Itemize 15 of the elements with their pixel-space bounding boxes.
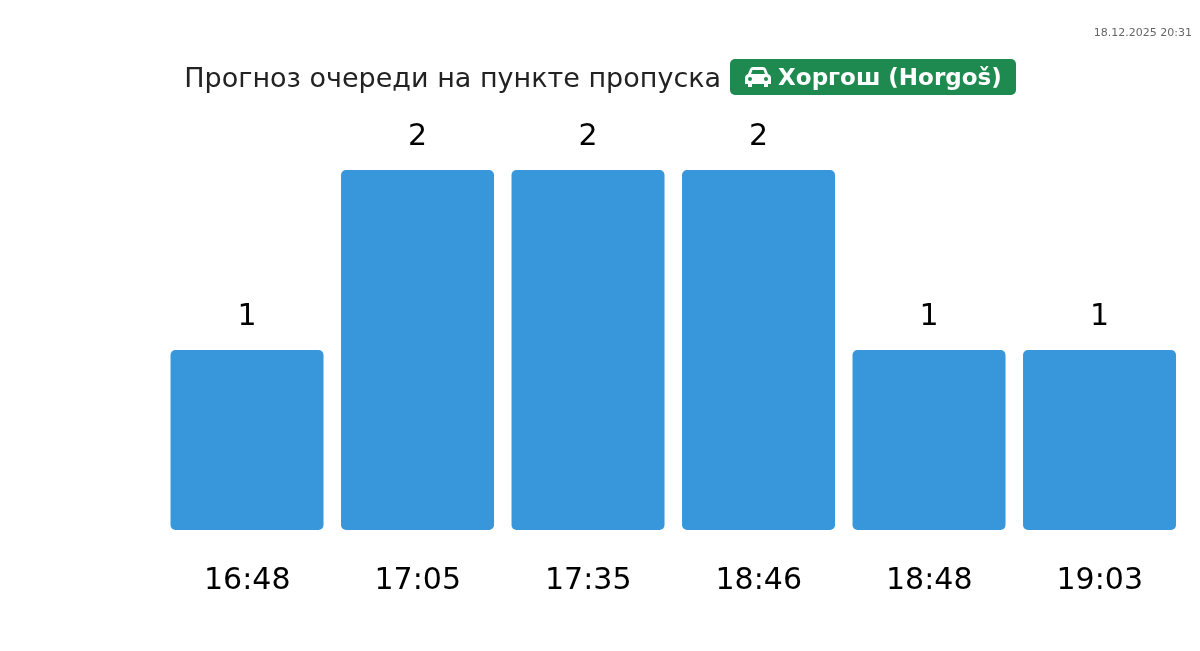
x-tick-label: 17:05: [374, 561, 461, 597]
x-tick-label: 18:46: [715, 561, 802, 597]
x-tick-label: 19:03: [1056, 561, 1143, 597]
data-label: 1: [237, 297, 257, 332]
x-tick-label: 18:48: [886, 561, 973, 597]
data-label: 2: [578, 117, 598, 152]
data-label: 2: [407, 117, 428, 152]
data-label: 1: [919, 297, 939, 332]
chart-subtitle: Хоргош (Horgoš): [778, 64, 1002, 90]
x-tick-label: 17:35: [545, 561, 632, 597]
chart-title: Прогноз очереди на пункте пропуска: [184, 61, 722, 93]
text: 18.12.2025 20:31: [1093, 26, 1192, 39]
data-label: 2: [748, 117, 769, 152]
x-tick-label: 16:48: [204, 561, 291, 597]
data-label: 1: [1089, 297, 1110, 332]
